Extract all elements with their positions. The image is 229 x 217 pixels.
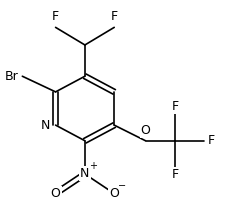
Text: −: − [118, 181, 126, 191]
Text: F: F [111, 10, 118, 23]
Text: O: O [109, 187, 119, 200]
Text: F: F [171, 100, 178, 113]
Text: O: O [141, 124, 150, 137]
Text: +: + [89, 161, 97, 171]
Text: N: N [40, 119, 50, 132]
Text: Br: Br [5, 70, 18, 83]
Text: F: F [208, 134, 215, 147]
Text: N: N [80, 168, 90, 181]
Text: F: F [171, 168, 178, 181]
Text: O: O [51, 187, 60, 200]
Text: F: F [52, 10, 59, 23]
